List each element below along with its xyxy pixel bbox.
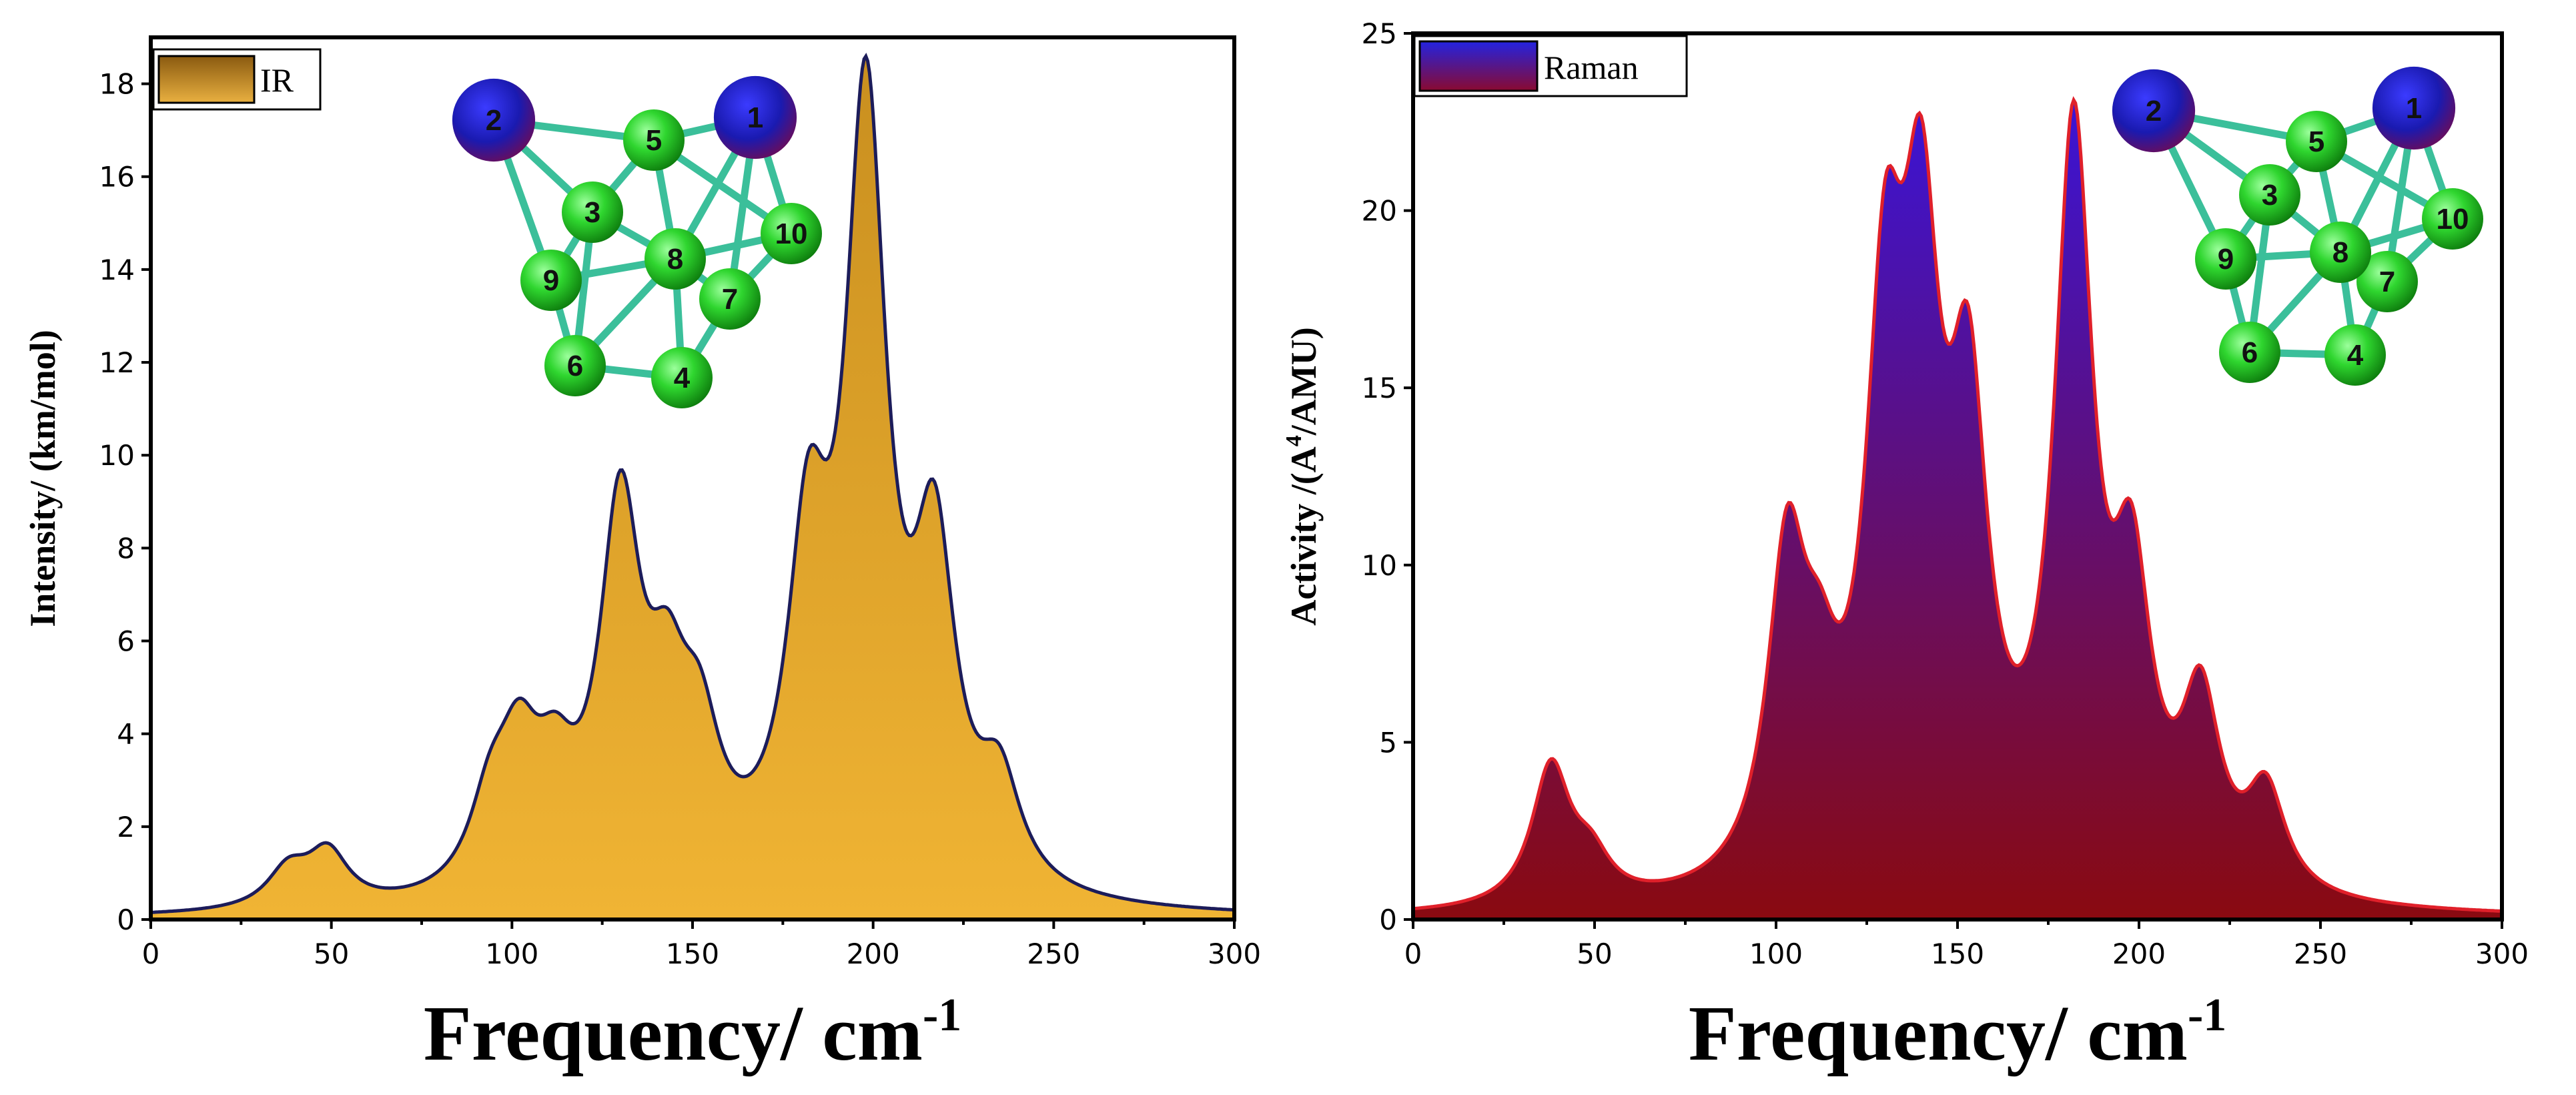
ir-x-axis-label: Frequency/ cm-1 xyxy=(424,990,962,1077)
host-atom xyxy=(2422,188,2483,250)
x-tick-label: 150 xyxy=(1931,938,1984,970)
atom-label: 2 xyxy=(486,104,502,137)
atom-label: 2 xyxy=(2146,95,2162,127)
y-tick-label: 15 xyxy=(1362,372,1397,404)
atom-label: 6 xyxy=(567,350,583,382)
raman-legend-swatch xyxy=(1418,40,1539,92)
host-atom xyxy=(2324,324,2386,386)
x-tick-label: 100 xyxy=(485,938,538,970)
y-tick-label: 12 xyxy=(99,346,135,379)
host-atom xyxy=(2356,251,2418,312)
atom-label: 3 xyxy=(2262,179,2278,212)
host-atom xyxy=(2310,222,2371,283)
raman-legend-label: Raman xyxy=(1544,49,1639,86)
x-tick-label: 250 xyxy=(1027,938,1080,970)
host-atom xyxy=(2219,322,2280,383)
x-tick-label: 200 xyxy=(847,938,900,970)
dopant-atom xyxy=(2112,69,2196,153)
ir-x-ticks: 0 50 100 150 200 250 300 xyxy=(142,920,1261,970)
x-tick-label: 300 xyxy=(2475,938,2529,970)
raman-y-ticks: 0 5 10 15 20 25 xyxy=(1362,17,1413,936)
ir-legend-label: IR xyxy=(260,61,294,99)
x-tick-label: 200 xyxy=(2112,938,2166,970)
x-tick-label: 150 xyxy=(666,938,719,970)
atom-label: 5 xyxy=(2308,125,2324,158)
host-atom xyxy=(699,268,761,330)
y-tick-label: 5 xyxy=(1379,726,1397,759)
host-atom xyxy=(2239,164,2300,226)
y-tick-label: 14 xyxy=(99,254,135,286)
ir-legend: IR xyxy=(152,48,322,111)
ir-molecule-inset: 1 2 3 4 5 6 7 8 9 10 xyxy=(452,75,822,408)
x-tick-label: 100 xyxy=(1749,938,1803,970)
ir-spectrum-line xyxy=(150,52,1235,914)
dopant-atom xyxy=(2372,66,2456,150)
x-tick-label: 50 xyxy=(1577,938,1612,970)
host-atom xyxy=(651,347,713,408)
host-atom xyxy=(544,335,606,396)
ir-y-ticks: 0 2 4 6 8 10 12 14 16 18 xyxy=(99,68,151,936)
x-tick-label: 0 xyxy=(142,938,160,970)
dopant-atom xyxy=(713,75,797,159)
atom-label: 9 xyxy=(2218,243,2234,276)
y-tick-label: 16 xyxy=(99,161,135,194)
raman-x-ticks: 0 50 100 150 200 250 300 xyxy=(1404,920,2529,970)
y-tick-label: 18 xyxy=(99,68,135,101)
y-tick-label: 10 xyxy=(1362,549,1397,582)
host-atom xyxy=(761,203,822,264)
ir-y-axis-label: Intensity/ (km/mol) xyxy=(23,330,63,627)
host-atom xyxy=(520,250,582,311)
x-tick-label: 250 xyxy=(2294,938,2347,970)
x-tick-label: 50 xyxy=(314,938,349,970)
y-tick-label: 0 xyxy=(1379,903,1397,936)
raman-y-axis-label: Activity /(A4/AMU) xyxy=(1282,327,1324,625)
raman-x-axis-label: Frequency/ cm-1 xyxy=(1689,990,2227,1077)
atom-label: 8 xyxy=(667,243,683,276)
atom-label: 4 xyxy=(2347,339,2364,372)
raman-spectrum-line xyxy=(1412,96,2503,913)
host-atom xyxy=(2286,111,2347,172)
atom-label: 5 xyxy=(646,124,662,157)
atom-label: 7 xyxy=(2379,266,2395,298)
raman-spectrum-area xyxy=(1413,100,2502,920)
raman-molecule-inset: 1 2 3 4 5 6 78 9 10 xyxy=(2112,66,2483,386)
raman-legend: Raman xyxy=(1413,35,1688,97)
y-tick-label: 0 xyxy=(117,903,135,936)
y-tick-label: 20 xyxy=(1362,195,1397,228)
atom-label: 1 xyxy=(747,101,763,134)
atom-label: 1 xyxy=(2406,92,2422,125)
x-tick-label: 300 xyxy=(1208,938,1261,970)
ir-spectrum-area xyxy=(151,56,1234,920)
atom-label: 9 xyxy=(543,264,559,297)
atom-label: 8 xyxy=(2332,236,2348,269)
atom-label: 10 xyxy=(775,218,808,250)
host-atom xyxy=(2195,228,2256,290)
atom-label: 10 xyxy=(2437,203,2469,236)
atom-label: 6 xyxy=(2242,336,2258,369)
atom-label: 7 xyxy=(722,283,738,316)
ir-legend-swatch xyxy=(157,55,256,104)
y-tick-label: 10 xyxy=(99,439,135,472)
atom-label: 3 xyxy=(584,196,600,229)
dopant-atom xyxy=(452,78,536,162)
atom-label: 4 xyxy=(674,362,691,394)
y-tick-label: 2 xyxy=(117,811,135,843)
y-tick-label: 8 xyxy=(117,532,135,565)
y-tick-label: 25 xyxy=(1362,17,1397,50)
x-tick-label: 0 xyxy=(1404,938,1422,970)
host-atom xyxy=(645,228,706,290)
y-tick-label: 4 xyxy=(117,718,135,751)
host-atom xyxy=(623,109,685,171)
y-tick-label: 6 xyxy=(117,625,135,658)
host-atom xyxy=(562,181,623,243)
